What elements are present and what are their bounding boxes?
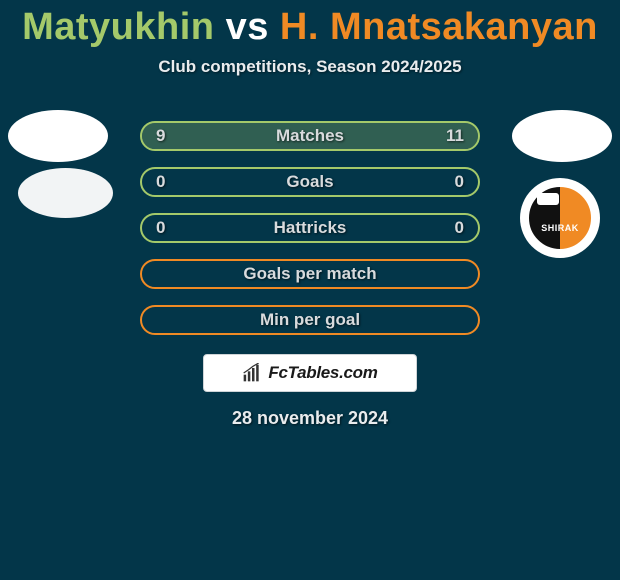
- stat-value-right: 0: [455, 218, 464, 238]
- stat-row-min-per-goal: Min per goal: [140, 305, 480, 335]
- date-label: 28 november 2024: [0, 408, 620, 429]
- chart-icon: [242, 363, 262, 383]
- player1-avatar: [8, 110, 108, 162]
- player2-name: H. Mnatsakanyan: [280, 6, 598, 48]
- watermark-text: FcTables.com: [268, 363, 377, 383]
- stat-row-matches: 9 Matches 11: [140, 121, 480, 151]
- stat-value-left: 0: [156, 172, 165, 192]
- player1-name: Matyukhin: [22, 6, 214, 48]
- vs-label: vs: [226, 6, 269, 48]
- stat-value-right: 11: [446, 126, 464, 146]
- stat-value-left: 0: [156, 218, 165, 238]
- player2-avatar: [512, 110, 612, 162]
- stat-label: Goals: [286, 172, 333, 192]
- stat-label: Hattricks: [274, 218, 347, 238]
- stat-label: Min per goal: [260, 310, 360, 330]
- page-title: Matyukhin vs H. Mnatsakanyan: [0, 0, 620, 49]
- stat-label: Goals per match: [243, 264, 376, 284]
- stat-row-goals-per-match: Goals per match: [140, 259, 480, 289]
- shirak-badge: SHIRAK: [527, 185, 593, 251]
- watermark[interactable]: FcTables.com: [203, 354, 417, 392]
- subtitle: Club competitions, Season 2024/2025: [0, 57, 620, 77]
- club-right-label: SHIRAK: [541, 223, 579, 233]
- player1-club-logo: [18, 168, 113, 218]
- stat-value-right: 0: [455, 172, 464, 192]
- stat-rows: 9 Matches 11 0 Goals 0 0 Hattricks 0 Goals per ma…: [140, 121, 480, 351]
- stat-row-hattricks: 0 Hattricks 0: [140, 213, 480, 243]
- stat-row-goals: 0 Goals 0: [140, 167, 480, 197]
- stat-value-left: 9: [156, 126, 165, 146]
- player2-club-logo: SHIRAK: [520, 178, 600, 258]
- stat-label: Matches: [276, 126, 344, 146]
